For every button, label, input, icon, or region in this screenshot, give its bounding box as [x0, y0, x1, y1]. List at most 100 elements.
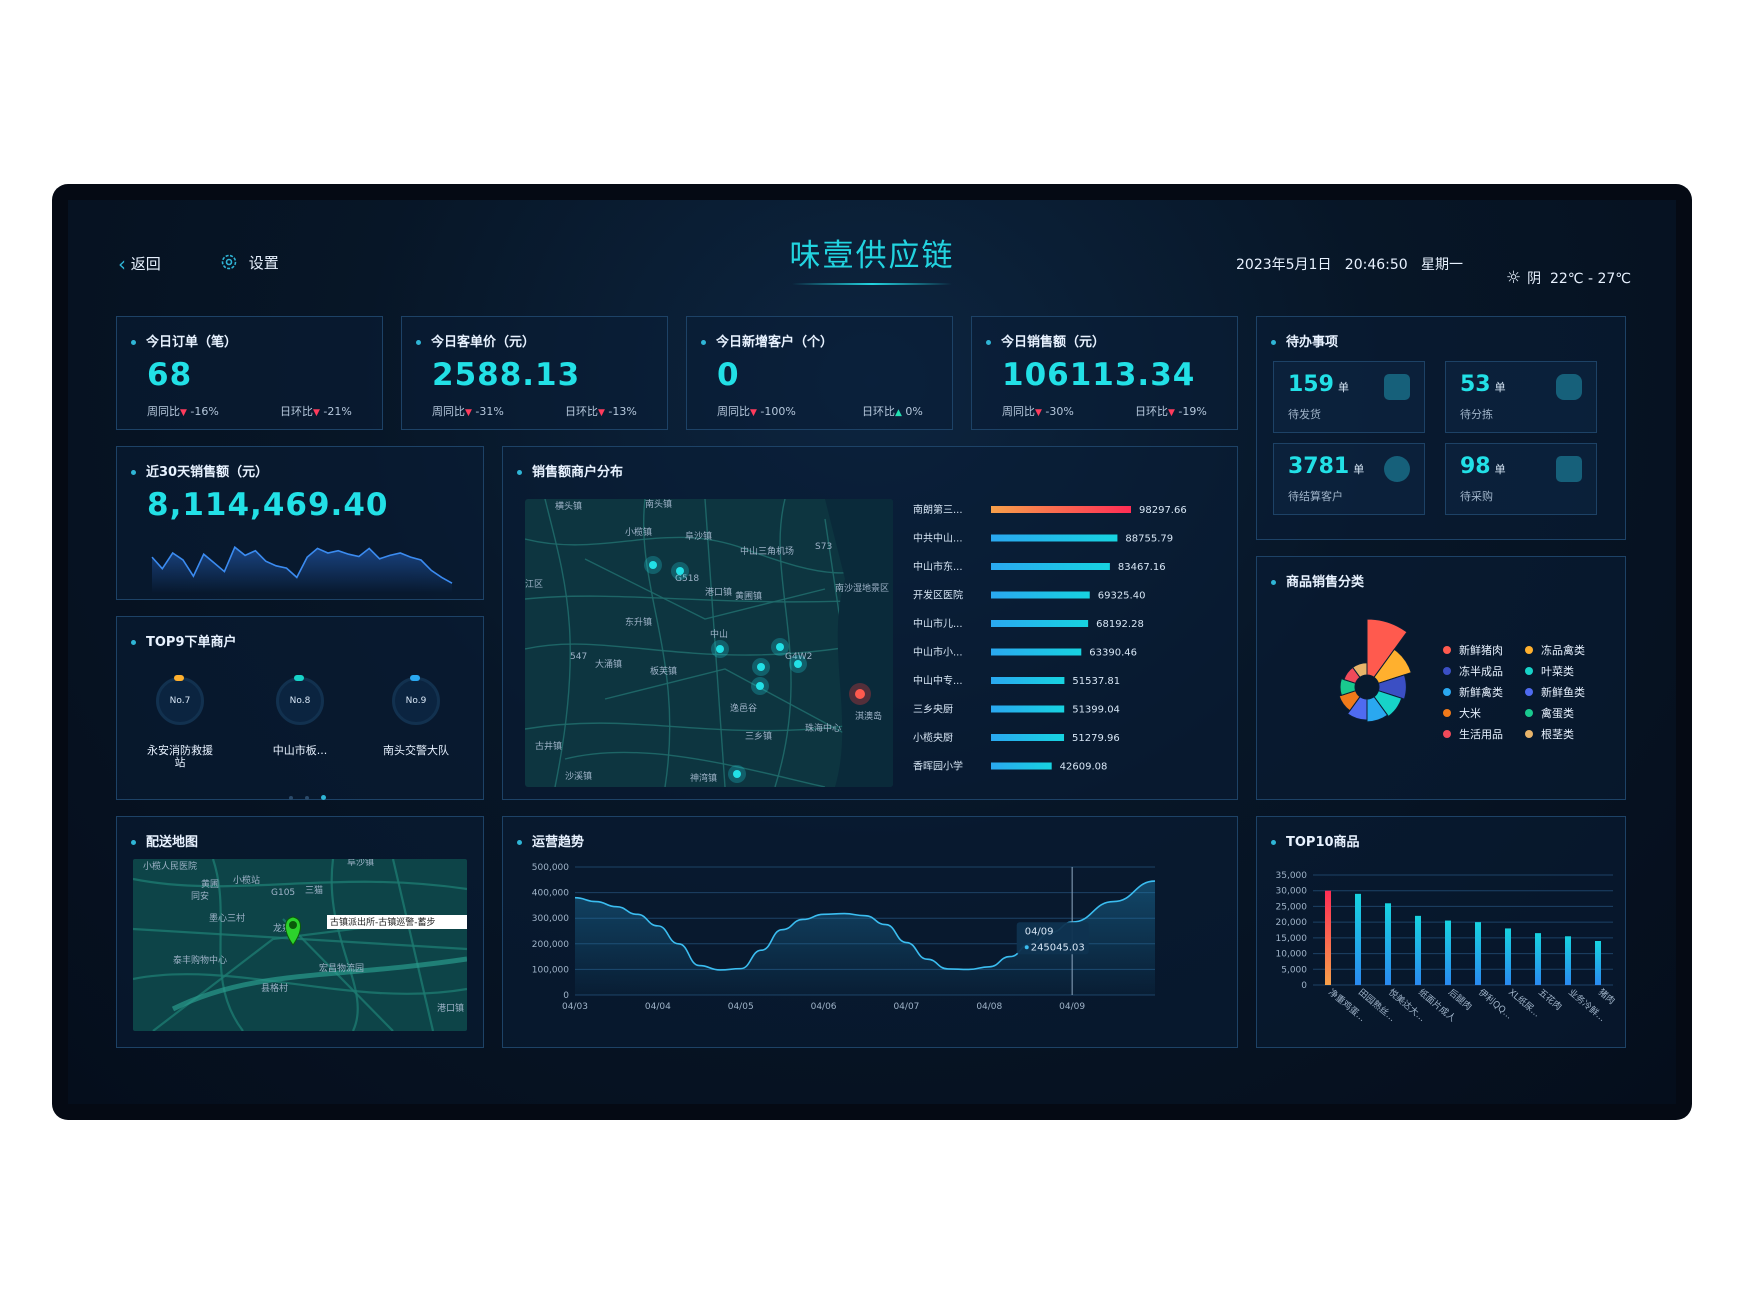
map-road: [211, 859, 244, 1031]
distribution-map[interactable]: 横头镇 南头镇 小榄镇 阜沙镇 中山三角机场 江区 黄圃镇 G518 港口镇 南沙湿地景区 东升镇中…: [525, 499, 893, 787]
category-panel: 商品销售分类 新鲜猪肉 冻品禽类冻半成品 叶菜类新鲜禽类 新鲜鱼类大米 禽蛋类生活用品 根…: [1256, 556, 1626, 800]
kpi-value: 0: [717, 357, 740, 393]
map-road: [704, 499, 726, 787]
kpi-card-new-customers: 今日新增客户（个） 0 周同比▼ -100% 日环比▲ 0%: [686, 316, 953, 430]
dashboard-screen: ‹ 返回 设置 味壹供应链 2023年5月1日 20:46:50 星期一 ☼ 阴 …: [68, 200, 1676, 1104]
kpi-dod: 日环比▼ -19%: [1135, 405, 1207, 418]
carousel-dots[interactable]: [283, 785, 332, 804]
trend-panel: 运营趋势 0 100,000 200,000 300,000 400,000 500,00…: [502, 816, 1238, 1048]
datetime: 2023年5月1日 20:46:50 星期一: [1236, 257, 1464, 273]
y-tick-label: 25,000: [1276, 902, 1308, 912]
y-tick-label: 300,000: [532, 914, 569, 924]
legend-swatch: [1443, 646, 1451, 654]
top9-item[interactable]: No.7 永安消防救援站: [145, 675, 215, 769]
legend-item[interactable]: 冻半成品: [1443, 663, 1525, 681]
bar: [1505, 928, 1511, 985]
todo-card-ship[interactable]: 159 单 待发货: [1273, 361, 1425, 433]
map-road: [525, 718, 893, 732]
legend-item[interactable]: 新鲜禽类: [1443, 684, 1525, 702]
delivery-map[interactable]: 小榄人民医院 小榄站 G105 三猫 阜沙镇 同安 黄圃 墨心三村 龙泉 泰丰购物中心 宏昌物流园县…: [133, 859, 467, 1031]
map-place-label: 珠海中心: [805, 722, 841, 734]
legend-item[interactable]: 冻品禽类: [1525, 642, 1607, 660]
legend-item[interactable]: 叶菜类: [1525, 663, 1607, 681]
rank-label: No.9: [405, 696, 427, 706]
todo-value: 159: [1288, 372, 1334, 397]
rank-badge: No.9: [392, 675, 440, 725]
todo-label: 待结算客户: [1288, 490, 1343, 503]
merchant-dot: [756, 682, 764, 690]
settings-button[interactable]: 设置: [220, 252, 279, 273]
map-place-label: 三猫: [305, 884, 323, 896]
todo-card-settle[interactable]: 3781 单 待结算客户: [1273, 443, 1425, 515]
map-place-label: 古井镇: [535, 740, 562, 752]
map-place-label: G105: [271, 888, 295, 898]
bar: [1385, 903, 1391, 985]
legend-item[interactable]: 禽蛋类: [1525, 705, 1607, 723]
trend-chart: 0 100,000 200,000 300,000 400,000 500,000 04/0…: [532, 863, 1156, 1012]
settings-label: 设置: [248, 254, 279, 272]
map-place-label: 淇澳岛: [855, 710, 882, 722]
legend-label: 新鲜鱼类: [1541, 686, 1585, 699]
top9-item[interactable]: No.8 中山市板...: [265, 675, 335, 757]
hot-dot: [855, 689, 865, 699]
x-tick-label: 猪肉: [1596, 986, 1618, 1007]
todo-unit: 单: [1494, 463, 1506, 476]
bar-value-label: 83467.16: [1118, 562, 1166, 573]
top10-chart: 0 5,000 10,000 15,000 20,000 25,000 30,000 35,0…: [1276, 871, 1618, 1024]
map-place-label: 小榄站: [233, 874, 260, 886]
sparkline-line: [151, 545, 453, 584]
pie-slice: [1366, 618, 1408, 678]
back-button[interactable]: ‹ 返回: [118, 252, 161, 276]
map-place-label: 大涌镇: [595, 658, 622, 670]
map-road: [133, 973, 467, 995]
location-pin-dot: [289, 921, 297, 929]
down-arrow-icon: ▼: [180, 408, 187, 418]
merchant-name: 永安消防救援站: [147, 744, 213, 769]
carousel-dot[interactable]: [305, 796, 309, 800]
todo-unit: 单: [1494, 381, 1506, 394]
bar: [1535, 933, 1541, 985]
sales30-sparkline: [151, 545, 453, 593]
map-place-label: G4W2: [785, 652, 812, 662]
todo-card-sort[interactable]: 53 单 待分拣: [1445, 361, 1597, 433]
map-road: [391, 859, 435, 1031]
x-tick-label: 五花肉: [1536, 986, 1564, 1013]
panel-title: TOP10商品: [1271, 831, 1360, 850]
y-tick-label: 5,000: [1281, 965, 1307, 975]
kpi-value: 106113.34: [1002, 357, 1196, 393]
bar: [991, 734, 1065, 741]
map-road: [544, 499, 571, 787]
legend-swatch: [1525, 730, 1533, 738]
legend-item[interactable]: 新鲜猪肉: [1443, 642, 1525, 660]
map-place-label: 547: [570, 652, 587, 662]
merchant-dot: [733, 770, 741, 778]
kpi-value: 2588.13: [432, 357, 581, 393]
down-arrow-icon: ▼: [313, 408, 320, 418]
x-tick-label: 后腿肉: [1446, 986, 1474, 1013]
bar: [1475, 922, 1481, 985]
legend-item[interactable]: 根茎类: [1525, 726, 1607, 744]
bar: [991, 534, 1118, 542]
clock-icon: [1384, 456, 1410, 482]
carousel-dot[interactable]: [289, 796, 293, 800]
legend-item[interactable]: 大米: [1443, 705, 1525, 723]
legend-item[interactable]: 新鲜鱼类: [1525, 684, 1607, 702]
todo-card-purchase[interactable]: 98 单 待采购: [1445, 443, 1597, 515]
legend-swatch: [1443, 688, 1451, 696]
top9-item[interactable]: No.9 南头交警大队: [379, 675, 453, 757]
box-icon: [1556, 374, 1582, 400]
x-tick-label: 04/05: [728, 1002, 754, 1012]
up-arrow-icon: ▲: [895, 408, 902, 418]
map-road: [330, 859, 359, 1031]
pie-slice: [1373, 648, 1412, 684]
map-place-label: 港口镇: [705, 586, 732, 598]
bar: [991, 506, 1131, 513]
legend-item[interactable]: 生活用品: [1443, 726, 1525, 744]
kpi-label: 今日销售额（元）: [986, 331, 1105, 350]
map-place-label: 县格村: [261, 982, 288, 994]
bar-category-label: 中山市东...: [913, 560, 963, 573]
x-tick-label: 04/08: [976, 1002, 1002, 1012]
carousel-dot-active[interactable]: [321, 795, 326, 800]
map-road: [564, 751, 826, 787]
